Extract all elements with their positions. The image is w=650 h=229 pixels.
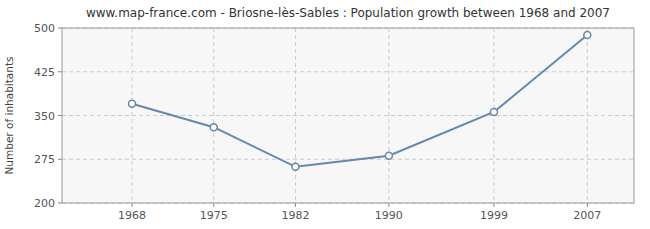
point: [292, 163, 299, 170]
tick-mark: [388, 203, 389, 207]
chart: 200 275 350 425 500 1968 1975 1982 1990 1999 2007 w…: [0, 0, 650, 229]
tick-label: 1982: [281, 209, 309, 222]
series: [129, 32, 591, 171]
tick-mark: [58, 203, 62, 204]
tick-label: 1968: [118, 209, 146, 222]
tick-label: 425: [34, 66, 55, 79]
grid-line: [132, 28, 133, 203]
point: [210, 124, 217, 131]
tick-label: 500: [34, 22, 55, 35]
point: [584, 32, 591, 39]
grid-line: [213, 28, 214, 203]
plot-area: [62, 28, 634, 203]
tick-label: 1990: [375, 209, 403, 222]
tick-label: 1975: [200, 209, 228, 222]
point: [490, 109, 497, 116]
point: [385, 152, 392, 159]
grid-line: [587, 28, 588, 203]
tick-mark: [58, 28, 62, 29]
tick-label: 200: [34, 197, 55, 210]
grid-line: [62, 115, 634, 116]
grid-line: [295, 28, 296, 203]
tick-mark: [58, 71, 62, 72]
tick-mark: [58, 115, 62, 116]
tick-label: 350: [34, 110, 55, 123]
tick-mark: [295, 203, 296, 207]
grid-line: [62, 71, 634, 72]
axis-label: Number of inhabitants: [3, 56, 15, 174]
tick-label: 275: [34, 153, 55, 166]
tick-label: 1999: [480, 209, 508, 222]
tick-mark: [493, 203, 494, 207]
tick-mark: [213, 203, 214, 207]
line: [132, 35, 587, 167]
title: www.map-france.com - Briosne-lès-Sables …: [86, 6, 610, 20]
tick-label: 2007: [573, 209, 601, 222]
tick-mark: [58, 159, 62, 160]
grid-line: [388, 28, 389, 203]
point: [129, 100, 136, 107]
plot-frame: [62, 28, 634, 203]
tick-mark: [132, 203, 133, 207]
tick-mark: [587, 203, 588, 207]
